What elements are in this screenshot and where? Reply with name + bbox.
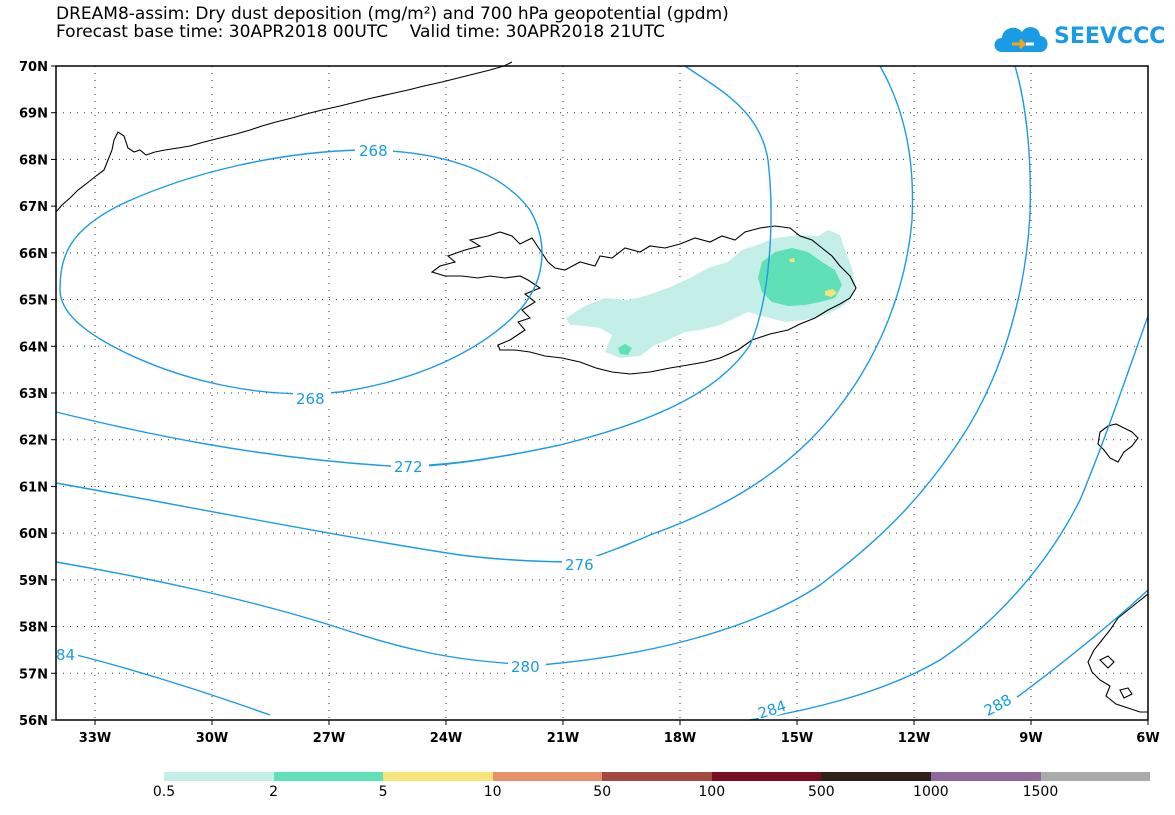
x-tick-label: 21W [547, 731, 579, 746]
colorbar-segment [1040, 772, 1151, 781]
colorbar-segment [492, 772, 603, 781]
y-tick-label: 70N [19, 60, 48, 75]
contour-276 [55, 482, 581, 563]
y-tick-label: 61N [19, 480, 48, 495]
colorbar-label: 100 [698, 784, 726, 800]
seevccc-logo: SEEVCCC [990, 18, 1165, 58]
axis-ticks: 33W 30W 27W 24W 21W 18W 15W 12W 9W 6W 70N 69N 68N 67N… [19, 60, 1160, 746]
map-title-line1: DREAM8-assim: Dry dust deposition (mg/m²… [56, 4, 729, 24]
y-tick-label: 62N [19, 434, 48, 449]
cloud-logo-icon [994, 27, 1048, 52]
contour-label-284-west: 84 [56, 646, 75, 664]
x-tick-label: 33W [79, 731, 111, 746]
colorbar-segment [383, 772, 493, 781]
y-tick-label: 68N [19, 153, 48, 168]
dust-area-mid [758, 248, 842, 306]
colorbar-label: 2 [269, 784, 279, 800]
y-tick-label: 67N [19, 200, 48, 215]
y-tick-label: 66N [19, 247, 48, 262]
coastlines [55, 61, 1149, 713]
contour-labels: 268 268 268 272 276 280 284 288 84 [56, 142, 1020, 723]
colorbar-segment [711, 772, 822, 781]
y-tick-label: 56N [19, 714, 48, 729]
geopotential-contours [55, 65, 1149, 721]
scotland-islands [1099, 655, 1133, 699]
contour-label-268-bottom: 268 [296, 390, 325, 408]
y-tick-label: 64N [19, 340, 48, 355]
y-tick-label: 60N [19, 527, 48, 542]
x-tick-label: 6W [1136, 731, 1159, 746]
dust-deposition-shading [566, 230, 855, 358]
colorbar-label: 10 [483, 784, 502, 800]
colorbar-segment [164, 772, 274, 781]
colorbar-segment [273, 772, 384, 781]
colorbar-label: 5 [378, 784, 388, 800]
faroe-coast [1097, 423, 1139, 463]
greenland-coast [55, 61, 513, 213]
contour-label-276: 276 [565, 556, 594, 574]
colorbar-segment [821, 772, 931, 781]
x-tick-label: 24W [430, 731, 462, 746]
y-tick-label: 58N [19, 621, 48, 636]
colorbar-segment [930, 772, 1041, 781]
contour-280 [55, 561, 541, 666]
dust-area-mid-small [618, 344, 632, 355]
x-tick-label: 12W [898, 731, 930, 746]
grid-lines [56, 65, 1149, 721]
y-tick-label: 57N [19, 667, 48, 682]
colorbar-segment [602, 772, 712, 781]
colorbar-label: 50 [593, 784, 612, 800]
x-tick-label: 18W [664, 731, 696, 746]
scotland-coast [1087, 593, 1149, 713]
colorbar-label: 500 [807, 784, 835, 800]
contour-284-west [55, 649, 271, 716]
y-tick-label: 65N [19, 294, 48, 309]
y-tick-label: 59N [19, 574, 48, 589]
x-tick-label: 9W [1019, 731, 1042, 746]
dust-area-yellow-1 [825, 289, 837, 297]
contour-label-272: 272 [394, 458, 423, 476]
x-tick-label: 27W [313, 731, 345, 746]
colorbar-labels: 0.5 2 5 10 50 100 500 1000 1500 [0, 784, 1175, 804]
contour-284-east [749, 315, 1149, 721]
colorbar-label: 1000 [913, 784, 949, 800]
colorbar-label: 1500 [1022, 784, 1059, 800]
y-tick-label: 69N [19, 107, 48, 122]
contour-272 [55, 411, 561, 467]
x-tick-label: 15W [781, 731, 813, 746]
contour-label-284: 284 [756, 697, 789, 723]
contour-label-280: 280 [511, 658, 540, 676]
y-tick-label: 63N [19, 387, 48, 402]
logo-text: SEEVCCC [1054, 24, 1166, 49]
map-title-line2: Forecast base time: 30APR2018 00UTC Vali… [56, 22, 665, 42]
contour-268-closed [59, 149, 543, 395]
colorbar-label: 0.5 [152, 784, 176, 800]
dust-area-yellow-2 [789, 258, 795, 262]
contour-276-east [539, 65, 1032, 666]
contour-label-268-top-text: 268 [359, 142, 388, 160]
colorbar [164, 772, 1151, 781]
contour-272-east [579, 65, 914, 563]
x-tick-label: 30W [196, 731, 228, 746]
iceland-coast [430, 225, 857, 375]
